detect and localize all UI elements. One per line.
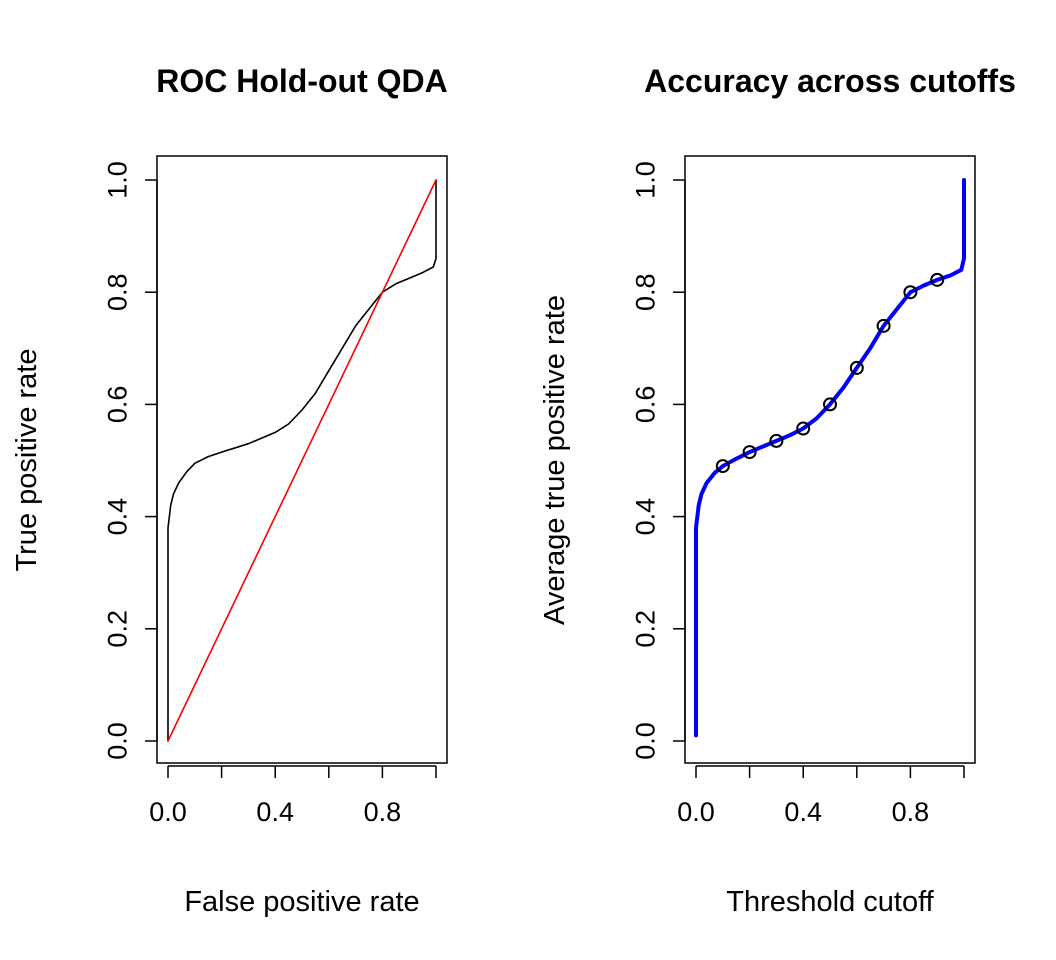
y-axis-label: Average true positive rate (539, 295, 571, 625)
y-tick-label: 1.0 (102, 161, 132, 199)
accuracy-panel: Accuracy across cutoffs Threshold cutoff… (539, 63, 1016, 918)
roc-panel: ROC Hold-out QDA False positive rate Tru… (11, 63, 448, 918)
y-tick-label: 0.8 (102, 273, 132, 311)
y-tick-label: 0.4 (102, 498, 132, 536)
data-point-marker (742, 445, 757, 460)
x-axis-label: False positive rate (184, 886, 419, 918)
x-axis-label: Threshold cutoff (726, 886, 934, 918)
x-tick-label: 0.0 (677, 797, 715, 827)
y-tick-label: 0.2 (630, 610, 660, 648)
y-tick-label: 0.6 (630, 386, 660, 424)
data-point-marker (876, 318, 891, 333)
x-tick-label: 0.4 (256, 797, 294, 827)
series-line-0 (694, 178, 966, 738)
series-line-1 (167, 179, 437, 742)
data-point-marker (769, 433, 784, 448)
data-point-marker (796, 421, 811, 436)
y-tick-label: 0.0 (102, 722, 132, 760)
plot-frame (684, 155, 976, 764)
data-point-marker (849, 360, 864, 375)
data-point-marker (930, 272, 945, 287)
x-tick-label: 0.4 (784, 797, 822, 827)
y-tick-label: 0.8 (630, 273, 660, 311)
y-tick-label: 0.0 (630, 722, 660, 760)
chart-title: ROC Hold-out QDA (156, 63, 448, 99)
y-axis-label: True positive rate (11, 349, 43, 572)
series-line-0 (167, 179, 437, 742)
x-tick-label: 0.8 (892, 797, 930, 827)
x-tick-label: 0.8 (364, 797, 402, 827)
y-tick-label: 0.2 (102, 610, 132, 648)
data-point-marker (823, 397, 837, 412)
data-point-marker (715, 459, 730, 474)
chart-title: Accuracy across cutoffs (644, 63, 1016, 99)
y-tick-label: 1.0 (630, 161, 660, 199)
x-tick-label: 0.0 (149, 797, 187, 827)
data-point-marker (903, 285, 918, 300)
y-tick-label: 0.4 (630, 498, 660, 536)
y-tick-label: 0.6 (102, 386, 132, 424)
